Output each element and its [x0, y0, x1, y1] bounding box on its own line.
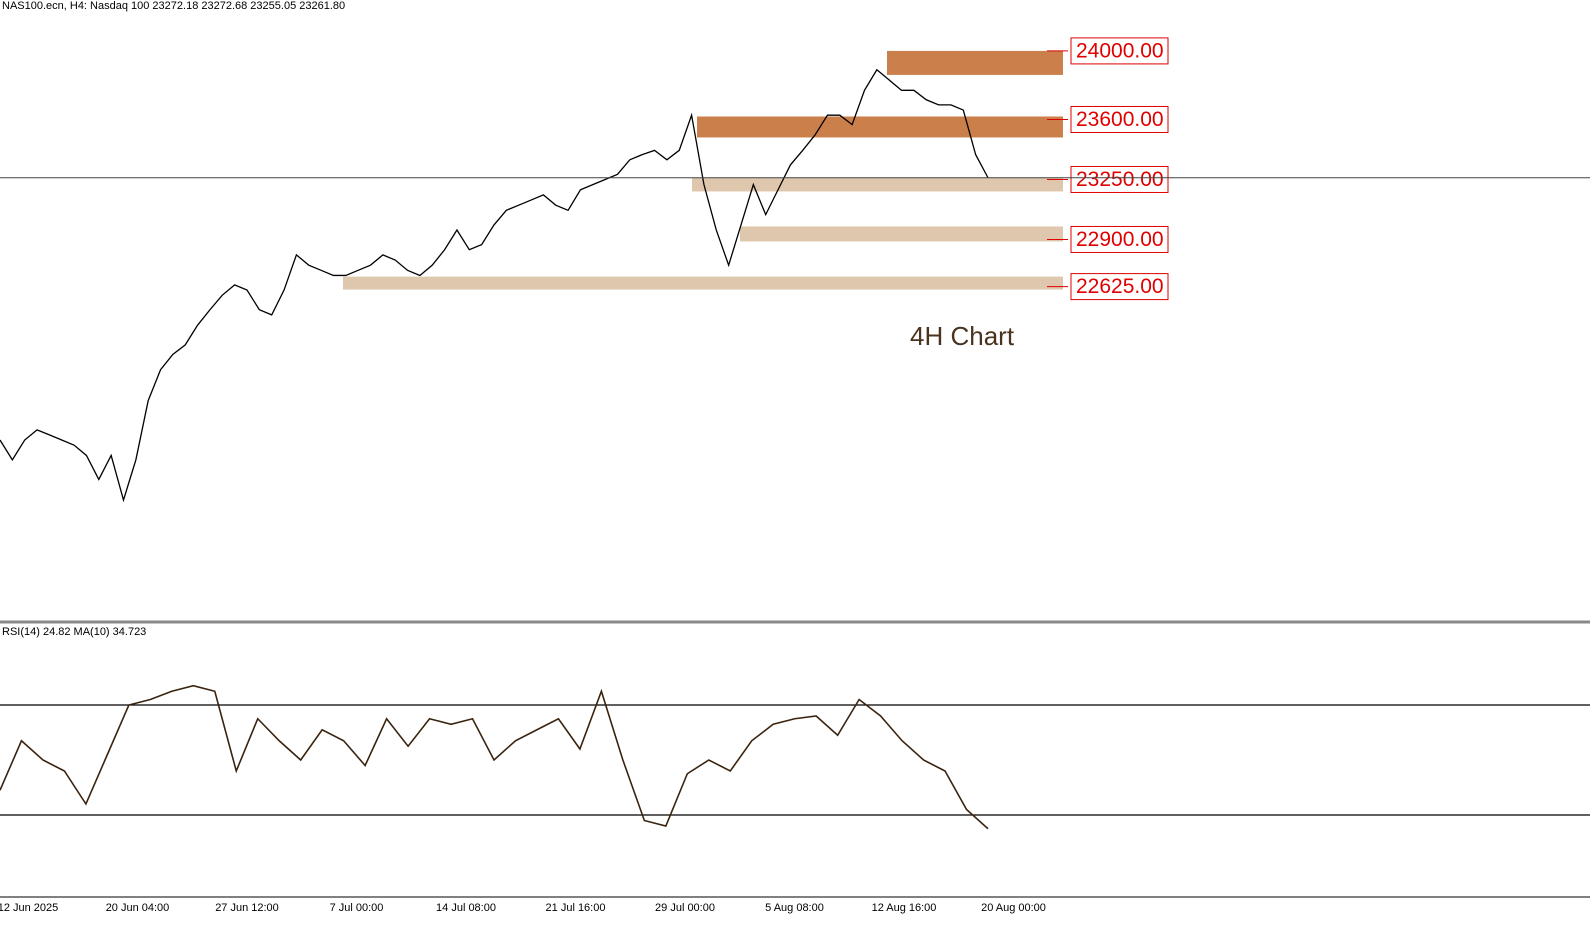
x-tick-label: 20 Aug 00:00: [981, 902, 1046, 914]
level-label: 24000.00: [1076, 39, 1164, 62]
annotation: 4H Chart: [910, 321, 1015, 351]
x-tick-label: 27 Jun 12:00: [215, 902, 279, 914]
x-tick-label: 5 Aug 08:00: [765, 902, 824, 914]
level-box: [1070, 165, 1169, 193]
zone: [343, 276, 1063, 290]
x-tick-label: 14 Jul 08:00: [436, 902, 496, 914]
x-tick-label: 21 Jul 16:00: [546, 902, 606, 914]
level-box: [1070, 225, 1169, 253]
x-tick-label: 12 Jun 2025: [0, 902, 58, 914]
price-line: [0, 68, 989, 503]
x-tick-label: 12 Aug 16:00: [872, 902, 937, 914]
zone: [697, 116, 1063, 138]
zone: [740, 226, 1063, 242]
level-box: [1070, 273, 1169, 301]
level-label: 22625.00: [1076, 275, 1164, 298]
chart-title: NAS100.ecn, H4: Nasdaq 100 23272.18 2327…: [2, 0, 345, 12]
level-label: 23250.00: [1076, 168, 1164, 191]
zone: [692, 177, 1063, 192]
x-tick-label: 29 Jul 00:00: [655, 902, 715, 914]
zone: [887, 50, 1063, 75]
level-box: [1070, 105, 1169, 133]
level-box: [1070, 37, 1169, 65]
x-tick-label: 7 Jul 00:00: [330, 902, 384, 914]
level-label: 23600.00: [1076, 108, 1164, 131]
rsi-line: [0, 684, 989, 830]
level-label: 22900.00: [1076, 228, 1164, 251]
rsi-title: RSI(14) 24.82 MA(10) 34.723: [2, 626, 146, 638]
x-tick-label: 20 Jun 04:00: [106, 902, 170, 914]
